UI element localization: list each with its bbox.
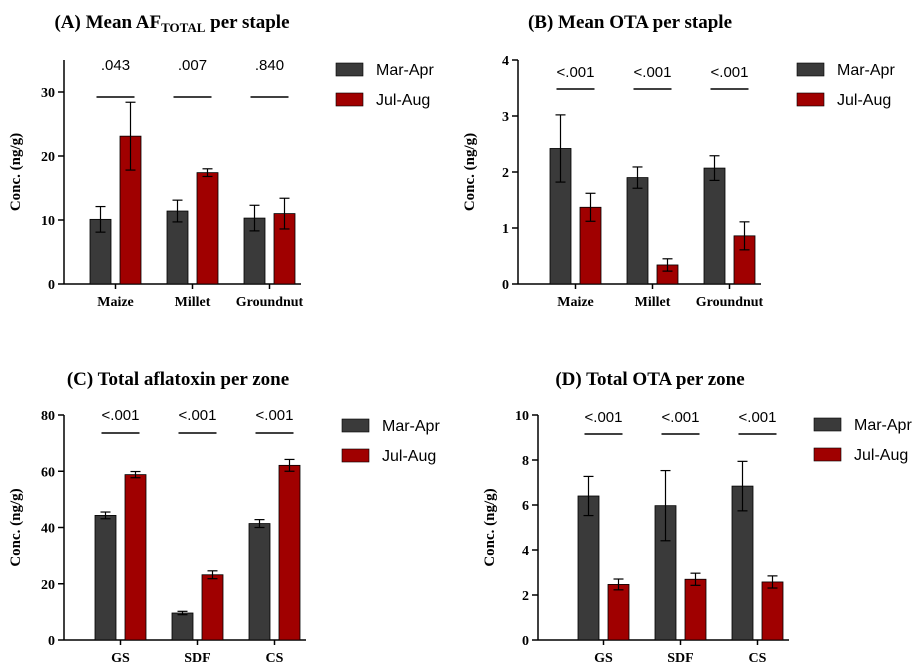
y-tick-label: 2 [522, 589, 529, 604]
legend-label: Mar-Apr [382, 418, 440, 435]
p-value-label: <.001 [557, 64, 595, 81]
p-value-label: <.001 [179, 407, 217, 424]
chart-title: (A) Mean AFTOTAL per staple [54, 12, 289, 35]
bar-mar-apr [248, 523, 271, 641]
bar-jul-aug [201, 574, 224, 641]
x-tick-label: CS [266, 651, 284, 666]
p-value-label: <.001 [102, 407, 140, 424]
bar-mar-apr [171, 612, 194, 641]
y-tick-label: 30 [41, 86, 55, 101]
y-axis-label: Conc. (ng/g) [8, 488, 24, 566]
legend-label: Jul-Aug [854, 447, 908, 464]
y-axis-label: Conc. (ng/g) [482, 488, 498, 566]
legend-label: Jul-Aug [376, 92, 430, 109]
bar-jul-aug [684, 578, 707, 641]
legend-swatch [335, 62, 364, 77]
legend-swatch [341, 418, 370, 433]
x-tick-label: Groundnut [236, 295, 304, 310]
bar-jul-aug [761, 581, 784, 641]
y-tick-label: 60 [41, 465, 55, 480]
bar-mar-apr [703, 167, 726, 285]
x-tick-label: SDF [667, 651, 693, 666]
y-tick-label: 0 [502, 278, 509, 293]
title-main: (A) Mean AF [54, 12, 161, 33]
x-tick-label: GS [111, 651, 130, 666]
legend-swatch [813, 447, 842, 462]
bar-jul-aug [124, 474, 147, 641]
p-value-label: .840 [255, 57, 284, 74]
legend-label: Mar-Apr [854, 417, 912, 434]
y-tick-label: 8 [522, 454, 529, 469]
title-tail: per staple [205, 12, 289, 33]
chart-title: (D) Total OTA per zone [555, 369, 744, 390]
title-main: (C) Total aflatoxin per zone [67, 369, 289, 390]
x-tick-label: GS [594, 651, 613, 666]
p-value-label: <.001 [711, 64, 749, 81]
y-tick-label: 1 [502, 222, 509, 237]
bar-jul-aug [196, 172, 219, 285]
legend-swatch [796, 62, 825, 77]
x-tick-label: Millet [175, 295, 211, 310]
p-value-label: <.001 [634, 64, 672, 81]
y-tick-label: 6 [522, 499, 529, 514]
chart-title: (C) Total aflatoxin per zone [67, 369, 289, 390]
y-axis-label: Conc. (ng/g) [8, 133, 24, 211]
x-tick-label: Groundnut [696, 295, 764, 310]
p-value-label: .007 [178, 57, 207, 74]
y-tick-label: 0 [522, 634, 529, 649]
y-tick-label: 4 [522, 544, 529, 559]
y-axis-label: Conc. (ng/g) [462, 133, 478, 211]
chart-panel-c: (C) Total aflatoxin per zone 0 20 40 60 80 Con… [8, 369, 440, 666]
chart-panel-a: (A) Mean AFTOTAL per staple 0 10 20 30 Conc. … [8, 12, 434, 310]
title-main: (B) Mean OTA per staple [528, 12, 732, 33]
y-tick-label: 40 [41, 522, 55, 537]
bar-mar-apr [577, 495, 600, 641]
legend-swatch [335, 92, 364, 107]
legend-label: Jul-Aug [837, 92, 891, 109]
legend-label: Mar-Apr [376, 62, 434, 79]
y-tick-label: 20 [41, 150, 55, 165]
chart-panel-d: (D) Total OTA per zone 0 2 4 6 8 10 Conc. (ng/g… [482, 369, 912, 666]
legend-swatch [813, 417, 842, 432]
y-tick-label: 4 [502, 54, 509, 69]
y-tick-label: 0 [48, 634, 55, 649]
chart-panel-b: (B) Mean OTA per staple 0 1 2 3 4 Conc. (ng/g)… [462, 12, 895, 310]
y-tick-label: 3 [502, 110, 509, 125]
y-tick-label: 0 [48, 278, 55, 293]
x-tick-label: Maize [97, 295, 134, 310]
y-tick-label: 10 [515, 409, 529, 424]
x-tick-label: Maize [557, 295, 594, 310]
y-tick-label: 80 [41, 409, 55, 424]
y-tick-label: 20 [41, 578, 55, 593]
bar-mar-apr [626, 177, 649, 285]
legend-label: Mar-Apr [837, 62, 895, 79]
p-value-label: <.001 [662, 409, 700, 426]
x-tick-label: SDF [184, 651, 210, 666]
y-tick-label: 10 [41, 214, 55, 229]
chart-title: (B) Mean OTA per staple [528, 12, 732, 33]
legend-swatch [341, 448, 370, 463]
p-value-label: <.001 [739, 409, 777, 426]
title-subscript: TOTAL [161, 20, 206, 35]
title-main: (D) Total OTA per zone [555, 369, 744, 390]
bar-mar-apr [94, 515, 117, 641]
bar-jul-aug [607, 584, 630, 641]
legend-label: Jul-Aug [382, 448, 436, 465]
p-value-label: .043 [101, 57, 130, 74]
y-tick-label: 2 [502, 166, 509, 181]
p-value-label: <.001 [585, 409, 623, 426]
x-tick-label: Millet [635, 295, 671, 310]
legend-swatch [796, 92, 825, 107]
x-tick-label: CS [749, 651, 767, 666]
bar-jul-aug [278, 464, 301, 641]
p-value-label: <.001 [256, 407, 294, 424]
